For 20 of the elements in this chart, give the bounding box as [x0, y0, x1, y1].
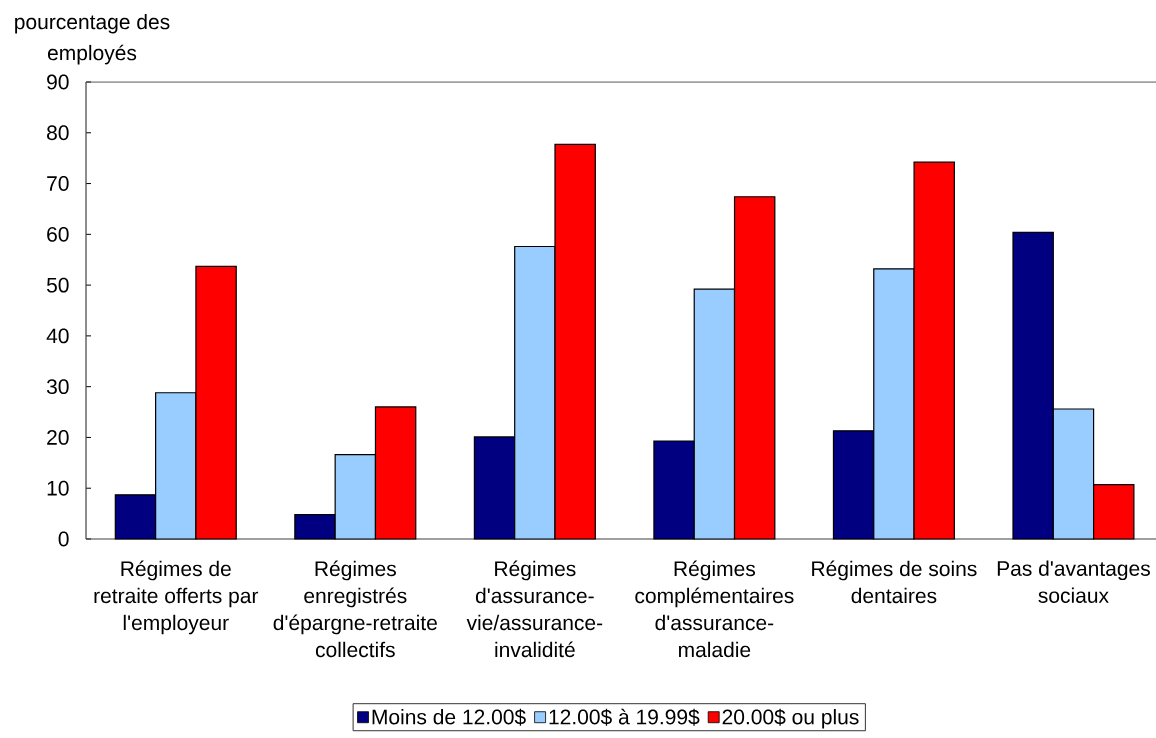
x-tick-label: Régimes de retraite offerts par l'employeur: [94, 560, 259, 635]
y-tick-label: 10: [47, 480, 69, 496]
y-tick-label: 60: [47, 226, 69, 242]
y-tick-label: 30: [46, 379, 69, 395]
x-tick-label: Régimes de soins dentaires: [812, 560, 977, 604]
x-tick-label: Régimes complémentaires d'assurance-maladie: [635, 560, 794, 658]
y-axis-title: pourcentage des employés: [15, 13, 170, 65]
legend-label: 12.00$ à 19.99$: [549, 708, 700, 726]
y-tick-label: 90: [47, 74, 69, 90]
y-tick-label: 0: [58, 531, 69, 547]
legend-label: 20.00$ ou plus: [722, 708, 859, 729]
y-tick-label: 20: [47, 430, 69, 445]
y-tick-label: 40: [46, 328, 69, 344]
x-tick-label: Régimes enregistrés d'épargne-retraite collectifs: [273, 560, 437, 658]
y-tick-label: 80: [47, 125, 69, 141]
x-tick-label: Régimes d'assurance-vie/assurance-invalidité: [466, 560, 603, 658]
y-tick-label: 70: [47, 176, 69, 191]
legend-label: Moins de 12.00$: [372, 708, 526, 726]
x-tick-label: Pas d'avantages sociaux: [997, 560, 1150, 603]
y-tick-label: 50: [46, 277, 69, 293]
